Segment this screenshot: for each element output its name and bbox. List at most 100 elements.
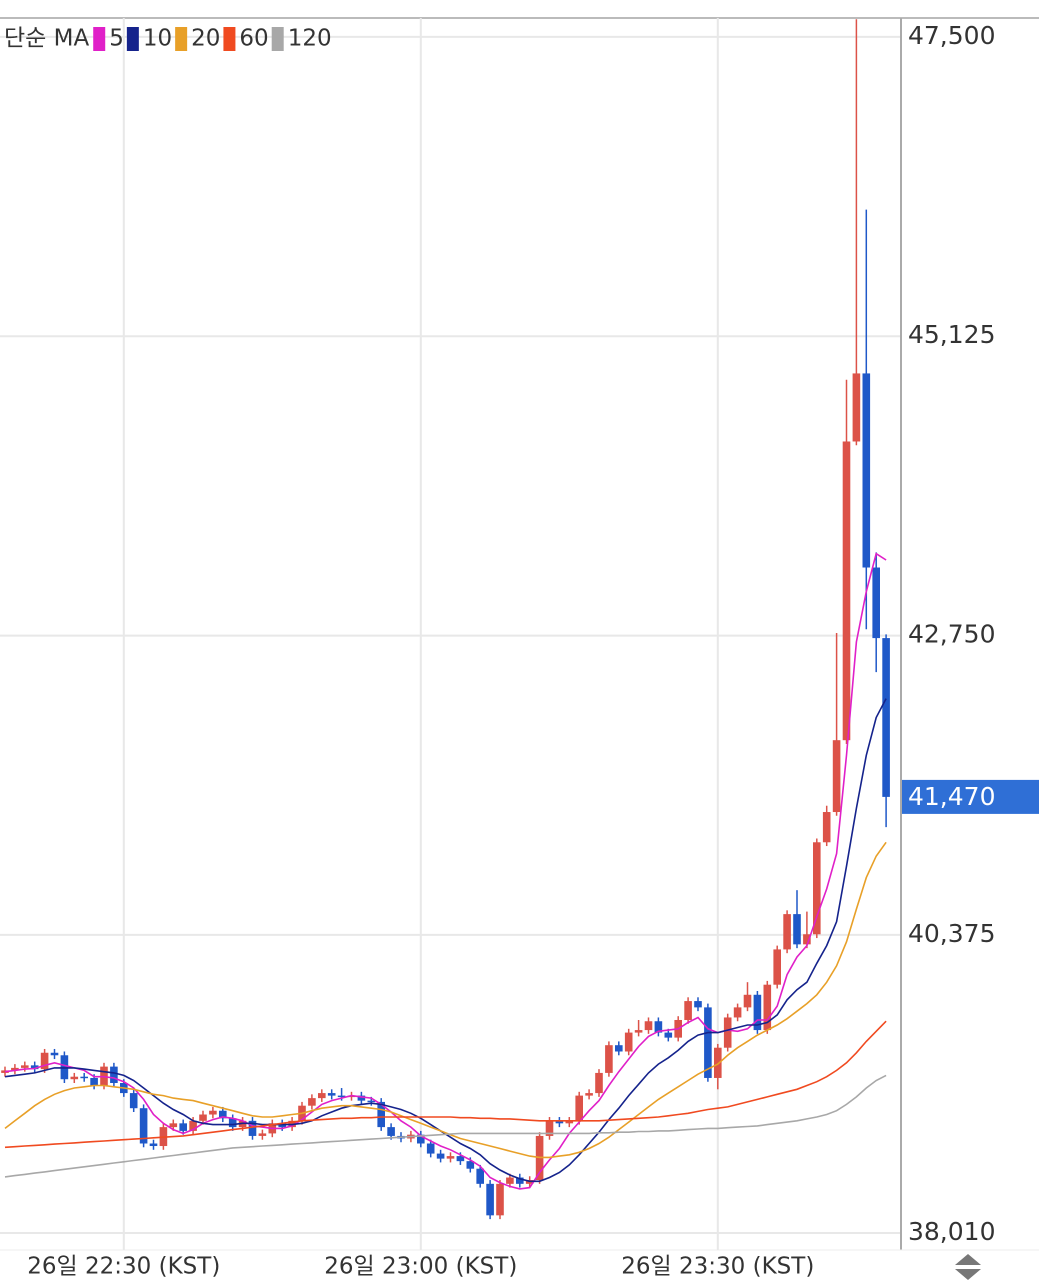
candle-body [129,1093,138,1109]
ma-line [4,841,887,1159]
candle-body [694,1001,702,1008]
candle-body [733,1007,742,1018]
candle-body [862,373,871,568]
candle-body [842,441,851,741]
candle-body [714,1047,722,1078]
legend-swatch [223,27,236,51]
candle-body [318,1093,326,1099]
last-price-box [902,779,1039,814]
candle-body [783,914,791,950]
candle-body [585,1093,593,1096]
candle-body [40,1052,49,1070]
candle-body [139,1108,148,1144]
candle-body [228,1118,237,1128]
grid [0,18,900,1250]
candle-body [456,1156,465,1162]
candle-body [743,994,752,1008]
labels: 38,010 40,375 42,750 45,125 47,500 26일 22:30 … [27,21,1039,1280]
candle-body [357,1095,366,1101]
candle-body [426,1143,435,1154]
candle-body [446,1156,455,1159]
y-tick-label: 40,375 [908,919,995,948]
candle-body [704,1007,712,1078]
candle-body [169,1123,178,1128]
candle-body [80,1076,88,1079]
candle-body [822,812,831,843]
legend-swatch [175,27,188,51]
candle-body [516,1177,524,1184]
legend-label: 60 [239,26,268,52]
candle-body [11,1067,19,1071]
candle-body [565,1120,574,1124]
ma-line [4,1074,887,1178]
candle-body [308,1098,316,1106]
candle-body [813,842,821,935]
scroll-icon[interactable] [955,1254,981,1280]
candle-body [852,373,861,442]
candle-body [605,1045,613,1073]
candle-body [793,914,801,945]
candle-body [615,1045,623,1052]
candle-body [248,1120,257,1136]
candle-body [506,1177,514,1184]
candle-body [496,1183,504,1216]
candle-body [209,1110,217,1115]
ma-line [4,1020,887,1149]
candle-body [436,1153,445,1159]
ma-line [4,552,887,1190]
y-tick-label: 45,125 [908,320,995,349]
x-tick-label: 26일 23:00 (KST) [324,1254,517,1280]
candle-body [367,1100,376,1103]
candle-body [417,1134,425,1144]
last-price-label: 41,470 [908,782,995,811]
candle-body [773,949,781,985]
candle-body [595,1072,603,1094]
candle-body [219,1110,227,1119]
candle-body [90,1077,98,1086]
candle-body [258,1133,267,1136]
candle-body [387,1127,395,1136]
x-tick-label: 26일 22:30 (KST) [27,1254,220,1280]
candle-body [149,1143,158,1147]
candle-body [575,1095,583,1121]
candle-body [486,1183,494,1216]
legend-swatch [93,27,106,51]
candle-body [50,1052,59,1056]
y-tick-label: 42,750 [908,620,995,649]
candle-body [466,1161,475,1169]
legend-label: 120 [288,26,332,52]
candle-body [644,1021,653,1031]
legend-label: 5 [109,26,124,52]
candle-body [327,1093,336,1096]
x-tick-label: 26일 23:30 (KST) [621,1254,814,1280]
candle-body [476,1168,484,1184]
candle-body [377,1101,385,1128]
candle-body [30,1065,39,1070]
legend-label: 20 [191,26,220,52]
marks [1,19,890,1220]
candle-body [723,1017,732,1048]
candle-body [803,934,811,945]
candle-body [189,1120,197,1131]
legend-title: 단순 MA [4,26,89,52]
candle-body [634,1030,643,1033]
candle-body [654,1021,663,1033]
legend-swatch [126,27,139,51]
candle-body [872,567,880,639]
candle-body [763,984,772,1031]
candle-body [882,638,890,797]
candle-body [70,1076,79,1080]
y-tick-label: 47,500 [908,21,995,50]
candle-body [684,1001,692,1020]
candle-body [624,1032,633,1052]
legend-label: 10 [143,26,172,52]
candle-body [555,1120,564,1124]
candle-body [179,1123,187,1131]
candle-body [545,1120,554,1136]
candle-body [21,1065,29,1068]
candle-body [110,1066,118,1084]
candle-body [337,1095,346,1098]
y-tick-label: 38,010 [908,1217,995,1246]
